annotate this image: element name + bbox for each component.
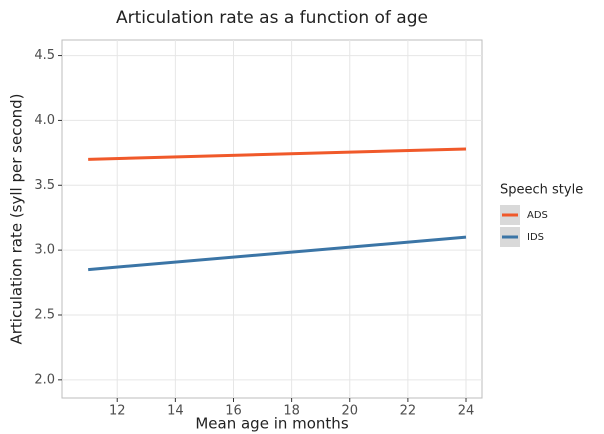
x-tick-label: 16 xyxy=(225,404,242,419)
x-tick-label: 14 xyxy=(167,404,184,419)
x-tick-label: 20 xyxy=(341,404,358,419)
y-tick-label: 3.0 xyxy=(34,243,55,258)
legend-title: Speech style xyxy=(500,183,583,198)
plot-panel xyxy=(61,39,483,399)
y-tick-label: 2.5 xyxy=(34,307,55,322)
y-tick-label: 4.5 xyxy=(34,48,55,63)
x-tick-label: 22 xyxy=(400,404,417,419)
y-tick-label: 4.0 xyxy=(34,113,55,128)
legend-label: IDS xyxy=(527,232,544,243)
y-tick-label: 2.0 xyxy=(34,372,55,387)
series-line xyxy=(88,147,467,161)
y-tick-label: 3.5 xyxy=(34,178,55,193)
x-tick-label: 18 xyxy=(283,404,300,419)
chart-title: Articulation rate as a function of age xyxy=(116,8,428,28)
legend-label: ADS xyxy=(527,210,548,221)
x-tick-label: 24 xyxy=(458,404,475,419)
x-tick-label: 12 xyxy=(109,404,126,419)
x-axis-title: Mean age in months xyxy=(195,415,348,433)
series-line xyxy=(88,235,467,272)
y-axis-title: Articulation rate (syll per second) xyxy=(8,93,26,344)
